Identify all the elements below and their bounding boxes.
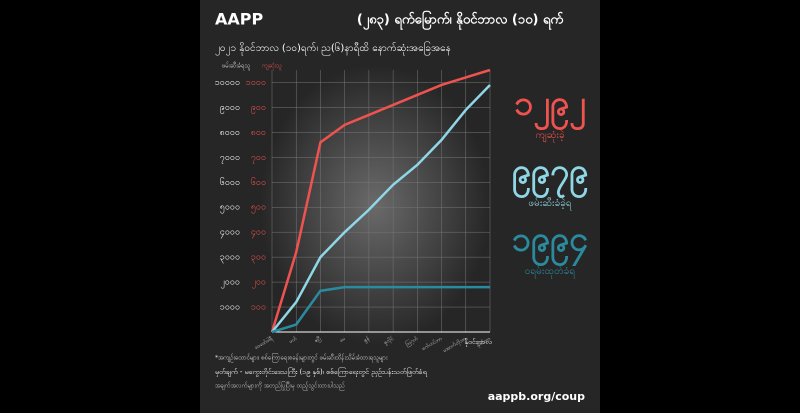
y-tick-label: ၁၀၀၀၀ [215, 78, 240, 88]
legend-label: ကျဆုံးခဲ့ [535, 128, 564, 143]
x-tick-label: မတ် [288, 335, 299, 345]
legend-label: ဝရမ်းထုတ်ခံရ [525, 264, 576, 279]
y2-label: ကျဆုံးသူ [262, 63, 282, 71]
x-tick-label: ဇူလိုင် [383, 336, 395, 347]
series-line [270, 68, 491, 333]
y-tick-label: ၈၀၀၀ [220, 128, 240, 138]
y2-tick-label: ၄၀၀ [251, 228, 266, 239]
y2-tick-label: ၁၀၀၀ [246, 78, 266, 88]
y-tick-label: ၅၀၀၀ [220, 203, 240, 214]
big-number: ၉၉၇၉ [512, 152, 589, 199]
chart-title: ၂၀၂၁ နိုဝင်ဘာလ (၁၀)ရက်၊ ည(၆)နာရီထိ နောက်… [215, 40, 451, 56]
brand: AAPP [215, 10, 263, 29]
series-line [271, 285, 490, 334]
y-tick-label: ၃၀၀၀ [220, 253, 240, 264]
y-tick-label: ၆၀၀၀ [220, 177, 240, 188]
x-tick-label: ဇွန် [362, 336, 371, 344]
note: အချက်အလက်များကို အတည်ပြုပြီးမှ ထည့်သွင်း… [215, 381, 345, 391]
y2-tick-label: ၃၀၀ [251, 253, 266, 264]
y-tick-label: ၂၀၀၀ [220, 278, 240, 289]
y-label: ဖမ်းဆီးခံရသူ [222, 62, 251, 71]
x-tick-label: မေ [339, 335, 348, 344]
y2-tick-label: ၂၀၀ [251, 278, 266, 289]
y-tick-label: ၇၀၀၀ [220, 153, 240, 164]
url: aappb.org/coup [488, 390, 585, 403]
y2-tick-label: ၈၀၀ [251, 128, 266, 138]
y2-tick-label: ၆၀၀ [251, 177, 266, 188]
y2-tick-label: ၁၀၀ [251, 303, 266, 313]
y2-tick-label: ၅၀၀ [251, 203, 266, 214]
note: မှတ်ချက် - မကွေးတိုင်းဒေသကြီး (၁၉ နှစ်)၊… [215, 367, 428, 377]
y-tick-label: ၁၀၀၀ [220, 303, 240, 313]
y2-tick-label: ၉၀၀ [251, 103, 266, 114]
header: (၂၈၃) ရက်မြောက်၊ နိုဝင်ဘာလ (၁၀) ရက် [357, 10, 564, 31]
legend-label: ဖမ်းဆီးခံခဲ့ရ [528, 196, 571, 211]
note: *အကျဉ်းထောင်များ၊ စစ်ကြောရေးစခန်းများတွင… [215, 353, 388, 363]
series-line [271, 84, 491, 333]
y-tick-label: ၄၀၀၀ [220, 228, 240, 239]
y2-tick-label: ၇၀၀ [251, 153, 266, 164]
y-tick-label: ၉၀၀၀ [220, 103, 240, 114]
big-number: ၁၉၉၄ [512, 220, 589, 267]
x-label: နိုဝင်ဘာလ [464, 338, 492, 347]
x-tick-label: ဧပြီ [313, 335, 322, 344]
big-number: ၁၂၉၂ [514, 84, 586, 131]
